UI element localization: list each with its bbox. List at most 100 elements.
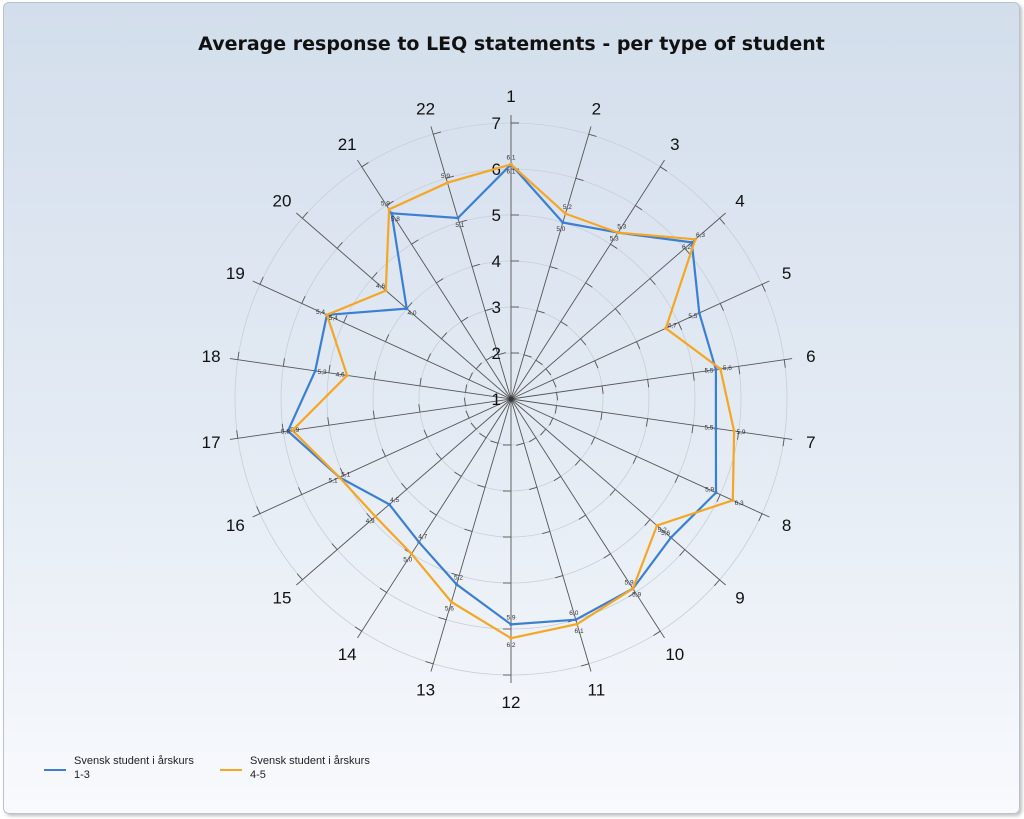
radial-tick-label: 7 [492, 114, 501, 133]
spoke-tick [692, 372, 695, 381]
spoke-tick [298, 487, 303, 495]
data-label: 5,5 [704, 368, 713, 375]
spoke-tick [331, 543, 338, 550]
legend-swatch-1 [44, 769, 66, 771]
legend-entry-2-line1: Svensk student i årskurs [250, 755, 370, 767]
data-label: 4,6 [336, 371, 345, 378]
spoke-tick [354, 626, 363, 632]
spoke-tick [465, 410, 470, 419]
data-point [575, 622, 579, 626]
spoke-tick [446, 175, 455, 179]
data-label: 5,9 [632, 592, 641, 599]
spoke-3 [510, 159, 665, 400]
spoke-tick [575, 177, 584, 182]
category-label-12: 12 [502, 693, 521, 712]
spoke-tick [296, 573, 303, 581]
spoke-tick [411, 239, 419, 245]
data-label: 4,5 [390, 497, 399, 504]
data-label: 6,1 [506, 154, 515, 161]
data-point [732, 429, 736, 433]
category-label-6: 6 [806, 347, 815, 366]
data-point [655, 523, 659, 528]
spoke-tick [636, 341, 641, 350]
data-label: 6,2 [682, 244, 691, 251]
spoke-17 [229, 398, 512, 440]
spoke-tick [552, 379, 557, 388]
radar-chart: 1234567891011121314151617181920212212345… [202, 87, 816, 712]
data-point [290, 428, 295, 433]
spoke-tick [574, 458, 581, 466]
data-point [690, 240, 694, 244]
spoke-2 [510, 126, 592, 400]
spoke-tick [336, 242, 343, 249]
spoke-tick [423, 429, 428, 438]
spoke-tick [646, 418, 649, 427]
data-label: 5,9 [705, 487, 714, 494]
spoke-tick [691, 425, 694, 434]
data-point [714, 491, 718, 495]
spoke-tick [674, 475, 679, 483]
data-label: 6,3 [696, 232, 705, 239]
chart-frame: Average response to LEQ statements - per… [3, 2, 1020, 814]
data-point [384, 288, 388, 293]
spoke-tick [603, 553, 611, 559]
spoke-tick [523, 354, 532, 358]
spoke-tick [379, 587, 387, 593]
category-label-7: 7 [806, 433, 815, 452]
data-label: 4,6 [376, 283, 385, 290]
radial-tick-label: 4 [492, 252, 501, 271]
category-label-16: 16 [226, 516, 245, 535]
category-label-9: 9 [735, 588, 744, 607]
legend-swatch-2 [220, 769, 242, 771]
spoke-tick [327, 417, 330, 426]
category-label-10: 10 [665, 645, 684, 664]
spoke-22 [430, 126, 512, 400]
data-point [286, 429, 290, 433]
spoke-13 [430, 398, 512, 672]
spoke-16 [252, 398, 512, 518]
data-label: 5,5 [704, 424, 713, 431]
spoke-tick [590, 437, 596, 445]
data-label: 5,1 [341, 471, 350, 478]
spoke-tick [236, 430, 239, 439]
legend-entry-1-line1: Svensk student i årskurs [74, 755, 194, 767]
data-label: 5,1 [329, 477, 338, 484]
spoke-tick [588, 133, 597, 137]
spoke-tick [529, 486, 538, 490]
spoke-tick [684, 248, 691, 255]
spoke-tick [426, 353, 432, 361]
spoke-tick [560, 321, 568, 327]
spoke-tick [471, 263, 480, 268]
data-label: 5,0 [556, 226, 565, 233]
spoke-tick [463, 397, 466, 406]
data-point [697, 311, 701, 315]
spoke-18 [229, 358, 512, 400]
spoke-tick [451, 572, 460, 576]
spoke-4 [510, 212, 726, 400]
spoke-tick [761, 284, 766, 292]
data-point [313, 369, 317, 373]
data-point [714, 367, 718, 372]
spoke-tick [659, 166, 668, 172]
spoke-tick [545, 368, 552, 376]
center-point [508, 396, 514, 402]
data-point [405, 307, 409, 311]
data-label: 5,3 [610, 235, 619, 242]
spoke-tick [647, 379, 650, 388]
data-label: 4,0 [407, 310, 416, 317]
data-point [616, 231, 620, 235]
spoke-tick [373, 371, 376, 380]
data-label: 5,2 [563, 204, 572, 211]
spoke-tick [361, 162, 369, 168]
spoke-tick [366, 513, 373, 520]
legend-entry-2-line2: 4-5 [250, 769, 266, 781]
data-label: 4,7 [668, 322, 677, 329]
data-label: 6,1 [506, 168, 515, 175]
data-point [325, 313, 329, 317]
spoke-tick [237, 351, 240, 360]
spoke-tick [441, 332, 448, 340]
spoke-tick [259, 276, 264, 285]
category-label-20: 20 [273, 192, 292, 211]
spoke-tick [540, 428, 547, 436]
data-point [337, 475, 342, 479]
